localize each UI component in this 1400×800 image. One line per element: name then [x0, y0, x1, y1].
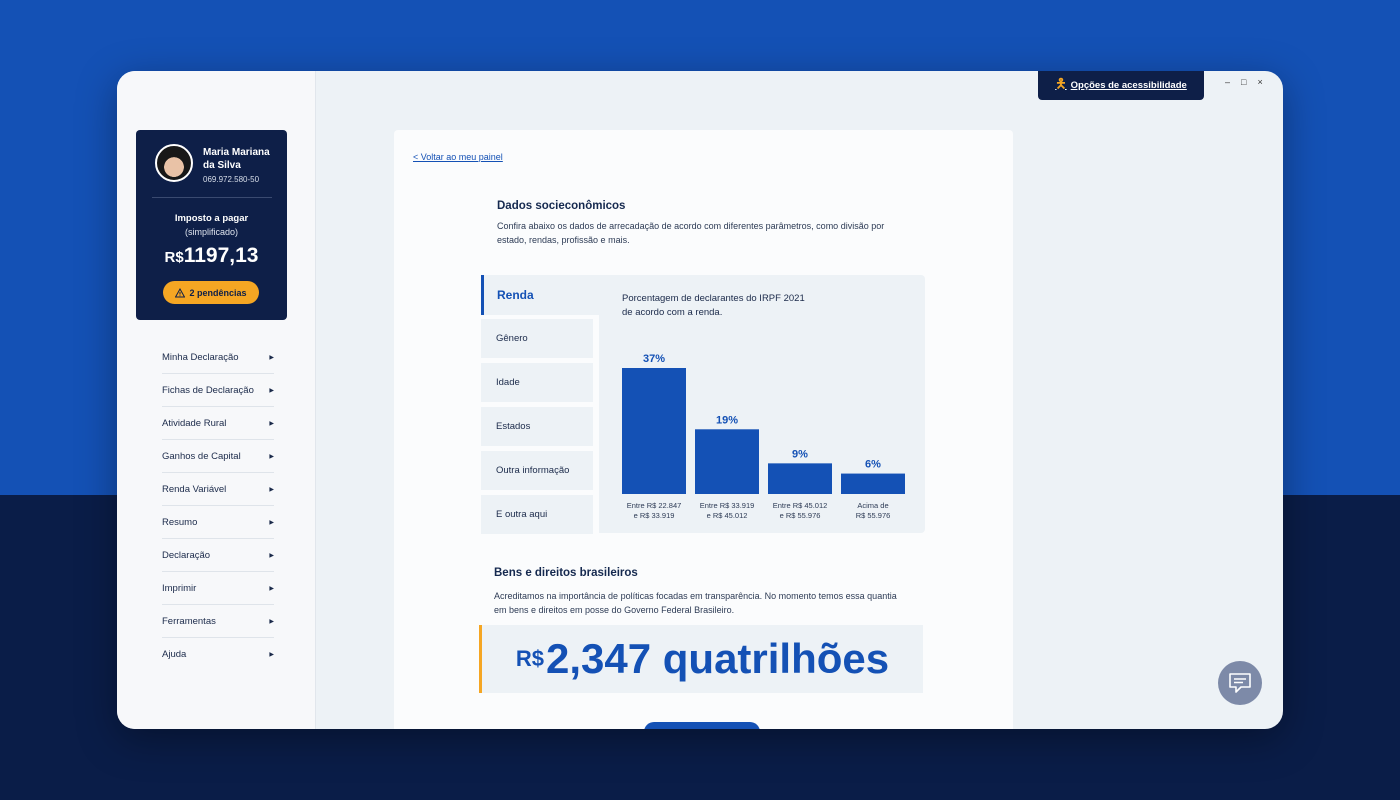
- close-button[interactable]: ×: [1257, 77, 1263, 87]
- chat-icon: [1229, 673, 1251, 693]
- warning-icon: [175, 287, 186, 297]
- tab-genero[interactable]: Gênero: [481, 319, 593, 358]
- back-to-panel-link[interactable]: < Voltar ao meu painel: [413, 152, 503, 162]
- tab-idade[interactable]: Idade: [481, 363, 593, 402]
- chart-panel: Porcentagem de declarantes do IRPF 2021 …: [599, 275, 925, 533]
- chart-value-label: 9%: [792, 448, 808, 460]
- chart-bar: [622, 368, 686, 494]
- chart-category-label: R$ 55.976: [856, 511, 891, 520]
- tab-outra-informacao[interactable]: Outra informação: [481, 451, 593, 490]
- chart-category-label: Acima de: [857, 501, 888, 510]
- tax-value: R$1197,13: [136, 244, 287, 268]
- sidebar-item-label: Imprimir: [162, 582, 197, 594]
- pending-label: 2 pendências: [189, 287, 247, 298]
- tab-renda[interactable]: Renda: [481, 275, 599, 315]
- caret-right-icon: ▶: [269, 387, 274, 394]
- assets-value-box: R$ 2,347 quatrilhões: [479, 625, 923, 693]
- chart-title: Porcentagem de declarantes do IRPF 2021 …: [622, 292, 842, 320]
- sidebar-item-label: Fichas de Declaração: [162, 384, 254, 396]
- caret-right-icon: ▶: [269, 618, 274, 625]
- caret-right-icon: ▶: [269, 519, 274, 526]
- avatar: [155, 144, 193, 182]
- chart-title-line-2: de acordo com a renda.: [622, 307, 723, 318]
- chart-title-line-1: Porcentagem de declarantes do IRPF 2021: [622, 293, 805, 304]
- sidebar-item-label: Renda Variável: [162, 483, 227, 495]
- chart-bar: [841, 473, 905, 494]
- assets-description: Acreditamos na importância de políticas …: [494, 591, 897, 615]
- section-title: Dados socieconômicos: [497, 200, 626, 212]
- assets-value: 2,347 quatrilhões: [545, 635, 890, 682]
- accessibility-options-button[interactable]: 🯅 Opções de acessibilidade: [1038, 71, 1204, 100]
- minimize-button[interactable]: –: [1225, 77, 1231, 87]
- chart-value-label: 37%: [643, 353, 665, 365]
- chart-category-label: Entre R$ 33.919: [700, 501, 755, 510]
- sidebar-item-renda-variavel[interactable]: Renda Variável ▶: [162, 473, 274, 506]
- tax-currency: R$: [164, 249, 184, 266]
- sidebar-item-atividade-rural[interactable]: Atividade Rural ▶: [162, 407, 274, 440]
- app-window: Maria Mariana da Silva 069.972.580-50 Im…: [117, 71, 1283, 729]
- chart-category-label: e R$ 45.012: [707, 511, 748, 520]
- caret-right-icon: ▶: [269, 354, 274, 361]
- tax-label: Imposto a pagar: [174, 213, 249, 224]
- profile-name: Maria Mariana da Silva: [203, 147, 270, 171]
- sidebar-item-ferramentas[interactable]: Ferramentas ▶: [162, 605, 274, 638]
- chart-category-label: Entre R$ 45.012: [773, 501, 828, 510]
- assets-currency: R$: [515, 646, 544, 671]
- sidebar-item-label: Minha Declaração: [162, 351, 239, 363]
- sidebar: Maria Mariana da Silva 069.972.580-50 Im…: [117, 71, 316, 729]
- sidebar-item-minha-declaracao[interactable]: Minha Declaração ▶: [162, 341, 274, 374]
- caret-right-icon: ▶: [269, 552, 274, 559]
- chat-button[interactable]: [1218, 661, 1262, 705]
- chart-category-label: e R$ 33.919: [634, 511, 675, 520]
- sidebar-item-label: Ganhos de Capital: [162, 450, 241, 462]
- section-description: Confira abaixo os dados de arrecadação d…: [497, 221, 885, 245]
- caret-right-icon: ▶: [269, 585, 274, 592]
- accessibility-label: Opções de acessibilidade: [1070, 80, 1187, 91]
- chart-value-label: 19%: [716, 414, 738, 426]
- chart-bar: [695, 429, 759, 494]
- chart-bar: [768, 463, 832, 494]
- sidebar-item-resumo[interactable]: Resumo ▶: [162, 506, 274, 539]
- socioeconomic-tabs: Renda Gênero Idade Estados Outra informa…: [481, 275, 925, 534]
- sidebar-item-label: Resumo: [162, 516, 198, 528]
- caret-right-icon: ▶: [269, 486, 274, 493]
- assets-title: Bens e direitos brasileiros: [494, 567, 638, 579]
- profile-card: Maria Mariana da Silva 069.972.580-50 Im…: [136, 130, 287, 320]
- accessibility-icon: 🯅: [1055, 75, 1067, 91]
- sidebar-item-fichas[interactable]: Fichas de Declaração ▶: [162, 374, 274, 407]
- sidebar-nav: Minha Declaração ▶ Fichas de Declaração ▶ …: [162, 341, 274, 671]
- caret-right-icon: ▶: [269, 652, 274, 658]
- main-content: < Voltar ao meu painel Dados socieconômi…: [394, 130, 1013, 729]
- tab-estados[interactable]: Estados: [481, 407, 593, 446]
- pending-badge[interactable]: 2 pendências: [163, 281, 259, 304]
- sidebar-item-label: Atividade Rural: [162, 417, 227, 429]
- tab-outra-aqui[interactable]: E outra aqui: [481, 495, 593, 534]
- caret-right-icon: ▶: [269, 420, 274, 427]
- tax-amount: 1197,13: [183, 244, 259, 267]
- tax-sub-label: (simplificado): [184, 227, 238, 237]
- continue-button[interactable]: [644, 722, 760, 729]
- sidebar-item-label: Ferramentas: [162, 615, 216, 627]
- chart-value-label: 6%: [865, 459, 881, 471]
- sidebar-item-imprimir[interactable]: Imprimir ▶: [162, 572, 274, 605]
- sidebar-item-declaracao[interactable]: Declaração ▶: [162, 539, 274, 572]
- sidebar-item-ganhos-capital[interactable]: Ganhos de Capital ▶: [162, 440, 274, 473]
- caret-right-icon: ▶: [269, 453, 274, 460]
- maximize-button[interactable]: □: [1241, 77, 1247, 87]
- window-controls: – □ ×: [1225, 77, 1263, 87]
- sidebar-item-label: Ajuda: [162, 649, 187, 660]
- sidebar-item-label: Declaração: [162, 549, 211, 561]
- chart-category-label: e R$ 55.976: [780, 511, 821, 520]
- profile-cpf: 069.972.580-50: [203, 175, 260, 184]
- chart-category-label: Entre R$ 22.847: [627, 501, 682, 510]
- profile-divider: [152, 197, 272, 198]
- sidebar-item-ajuda[interactable]: Ajuda ▶: [162, 638, 274, 671]
